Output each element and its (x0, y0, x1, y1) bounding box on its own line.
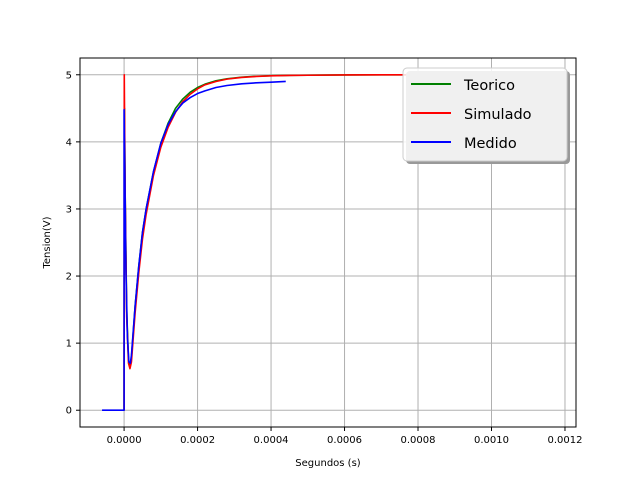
axis-ticks: 0.0000 0.0002 0.0004 0.0006 0.0008 0.0010 0.00… (66, 70, 583, 446)
y-tick-label: 2 (66, 272, 72, 283)
series-line-medido (102, 80, 286, 412)
legend: Teorico Simulado Medido (402, 67, 570, 164)
y-tick-label: 3 (66, 204, 72, 215)
y-tick-label: 0 (66, 406, 72, 417)
plot-frame (79, 57, 577, 428)
legend-box (402, 67, 568, 162)
legend-label: Teorico (463, 78, 515, 94)
x-tick-label: 0.0006 (327, 435, 362, 446)
legend-label: Simulado (464, 107, 532, 123)
y-tick-label: 1 (66, 339, 72, 350)
y-tick-label: 4 (66, 137, 72, 148)
x-tick-label: 0.0004 (254, 435, 289, 446)
y-tick-label: 5 (66, 70, 72, 81)
x-tick-label: 0.0000 (107, 435, 142, 446)
x-tick-label: 0.0010 (474, 435, 509, 446)
y-axis-label: Tension(V) (42, 216, 53, 269)
series-lines (102, 73, 419, 412)
x-tick-label: 0.0012 (547, 435, 582, 446)
x-tick-label: 0.0008 (401, 435, 436, 446)
x-axis-label: Segundos (s) (295, 458, 360, 469)
x-tick-label: 0.0002 (180, 435, 215, 446)
legend-label: Medido (464, 136, 517, 152)
